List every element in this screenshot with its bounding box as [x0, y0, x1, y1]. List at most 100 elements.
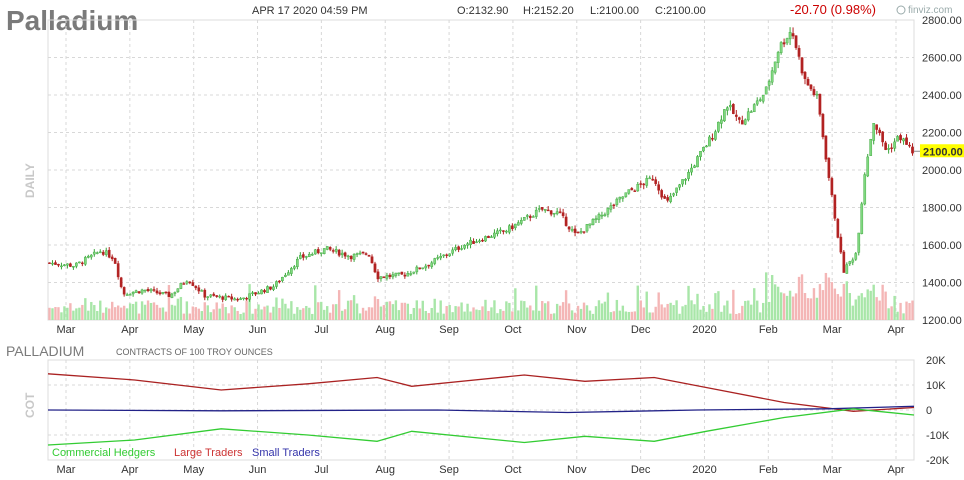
candle-body [770, 70, 774, 83]
candle-body [714, 131, 717, 140]
volume-bar [564, 290, 568, 320]
candle-body [316, 249, 320, 254]
volume-bar [248, 284, 251, 320]
candle-body [484, 236, 487, 242]
volume-bar [108, 308, 111, 320]
candle-body [227, 295, 231, 298]
candle-body [758, 99, 762, 101]
finviz-logo[interactable]: finviz.com [896, 5, 952, 16]
volume-bar [797, 276, 801, 320]
candle-body [128, 294, 132, 296]
candle-body [352, 254, 356, 260]
volume-bar [815, 297, 819, 320]
volume-bar [636, 285, 639, 320]
cot-side-label: COT [23, 392, 37, 418]
candle-body [729, 105, 732, 108]
volume-bar [585, 305, 589, 320]
datetime-label: APR 17 2020 04:59 PM [252, 5, 368, 17]
volume-bar [111, 301, 114, 320]
candle-body [358, 252, 362, 255]
candle-body [200, 290, 204, 292]
candle-body [331, 250, 335, 252]
candle-body [301, 254, 305, 258]
volume-bar [875, 297, 878, 320]
candle-body [528, 215, 532, 218]
volume-bar [54, 307, 57, 320]
volume-bar [833, 288, 837, 320]
volume-bar [173, 305, 177, 320]
volume-bar [167, 285, 171, 320]
candle-body [878, 129, 881, 134]
volume-bar [532, 310, 535, 320]
volume-bar [60, 312, 63, 320]
candle-body [481, 239, 484, 242]
volume-bar [200, 311, 203, 320]
volume-bar [818, 284, 822, 320]
volume-bar [606, 292, 610, 320]
candle-body [609, 205, 613, 210]
volume-bar [227, 313, 230, 320]
volume-bar [331, 304, 335, 320]
candle-body [630, 188, 634, 191]
volume-bar [860, 293, 863, 320]
candle-body [824, 135, 828, 160]
candle-body [606, 208, 610, 215]
volume-bar [239, 313, 242, 320]
candle-body [427, 264, 431, 267]
candle-body [236, 298, 239, 301]
volume-bar [657, 292, 660, 320]
volume-bar [648, 312, 651, 320]
candle-body [603, 214, 607, 216]
candle-body [633, 190, 637, 192]
volume-bar [896, 311, 899, 320]
candle-body [794, 35, 798, 48]
volume-bar [469, 311, 472, 320]
candle-body [755, 100, 759, 105]
volume-bar [514, 288, 517, 320]
candle-body [618, 196, 622, 200]
volume-bar [376, 299, 380, 320]
candle-body [361, 251, 365, 254]
candle-body [854, 253, 858, 260]
volume-bar [702, 305, 705, 320]
volume-bar [433, 298, 436, 320]
candle-body [293, 266, 296, 269]
candle-body [896, 136, 899, 142]
candle-body [385, 275, 389, 279]
cot-tick-label: 20K [926, 355, 946, 367]
cot-series-line [47, 408, 915, 446]
candle-body [842, 251, 846, 273]
candle-body [543, 208, 547, 211]
candle-body [726, 107, 729, 111]
candle-body [161, 291, 165, 294]
candle-body [546, 209, 550, 212]
cot-x-axis: Mar Apr May Jun Jul Aug Sep Oct Nov Dec 2020 Feb Mar… [57, 464, 905, 476]
volume-bar [642, 307, 645, 320]
volume-bar [206, 305, 209, 320]
candle-body [555, 211, 559, 215]
volume-bar [257, 304, 260, 320]
candle-body [284, 274, 287, 277]
volume-bar [218, 308, 221, 320]
candle-body [104, 250, 108, 255]
volume-bar [454, 306, 457, 320]
volume-bar [869, 290, 872, 320]
candle-body [514, 223, 517, 229]
candle-body [179, 283, 183, 289]
volume-bar [475, 309, 478, 320]
legend-small-traders: Small Traders [252, 447, 320, 459]
volume-bar [591, 313, 595, 320]
volume-bar [759, 312, 762, 320]
volume-bar [594, 306, 598, 320]
candle-body [869, 139, 873, 156]
candle-body [278, 280, 281, 283]
volume-bar [499, 309, 502, 320]
candle-body [140, 289, 144, 294]
volume-bar [523, 301, 526, 320]
candle-body [224, 295, 228, 300]
candle-body [552, 212, 556, 215]
volume-bar [421, 300, 424, 320]
candle-body [215, 295, 219, 297]
volume-bar [75, 308, 78, 320]
candle-body [696, 156, 699, 168]
